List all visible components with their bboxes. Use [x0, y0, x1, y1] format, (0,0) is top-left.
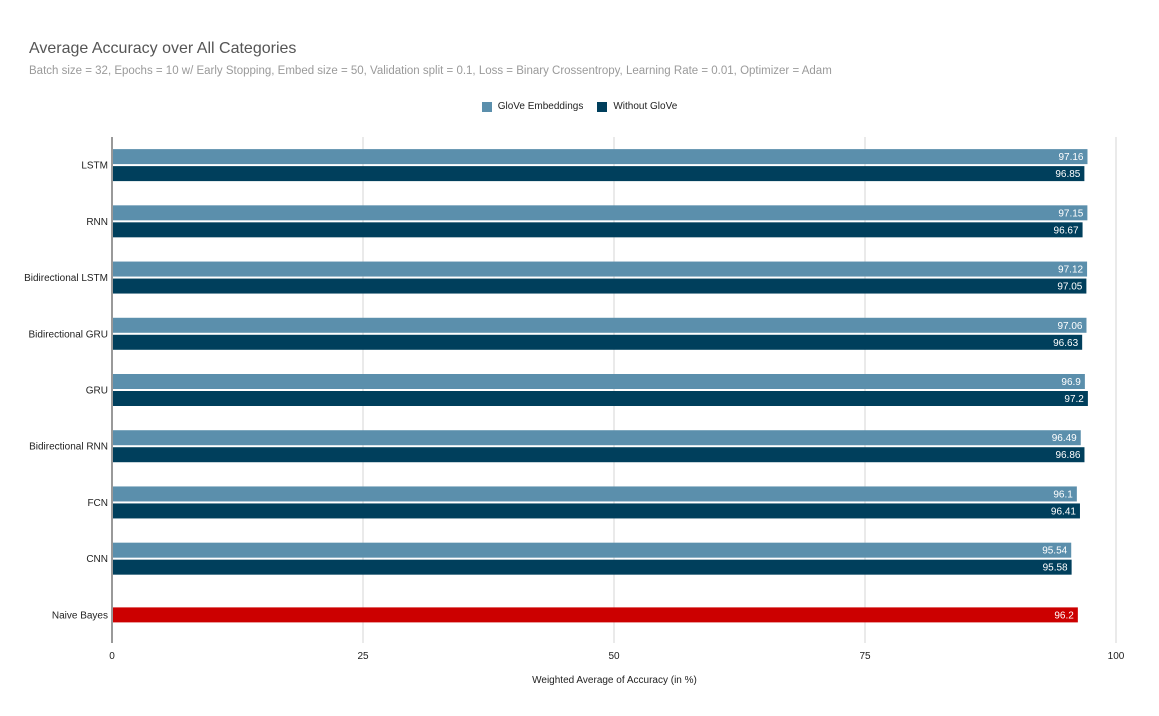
y-tick-label-bidirectional-rnn: Bidirectional RNN	[29, 442, 108, 453]
legend-label-without-glove: Without GloVe	[613, 101, 678, 112]
data-label-rnn-glove-embeddings: 97.15	[1058, 208, 1083, 219]
bar-bidirectional-lstm-without-glove	[113, 278, 1087, 294]
data-label-rnn-without-glove: 96.67	[1054, 225, 1079, 236]
bar-lstm-without-glove	[113, 166, 1085, 182]
y-tick-label-naive-bayes: Naive Bayes	[52, 610, 108, 621]
bar-rnn-glove-embeddings	[113, 205, 1088, 221]
y-tick-label-cnn: CNN	[86, 554, 108, 565]
data-label-fcn-without-glove: 96.41	[1051, 506, 1076, 517]
x-tick-label-25: 25	[357, 651, 369, 662]
data-label-gru-without-glove: 97.2	[1064, 394, 1084, 405]
bar-gru-glove-embeddings	[113, 374, 1085, 389]
legend-item-glove[interactable]: GloVe Embeddings	[481, 101, 584, 112]
data-label-bidirectional-gru-without-glove: 96.63	[1053, 338, 1078, 349]
bar-naive-bayes	[113, 607, 1078, 623]
data-label-naive-bayes: 96.2	[1054, 610, 1074, 621]
y-tick-label-rnn: RNN	[86, 217, 108, 228]
y-tick-label-gru: GRU	[86, 386, 108, 397]
legend-swatch-without-glove	[597, 101, 608, 112]
data-label-cnn-glove-embeddings: 95.54	[1042, 546, 1067, 557]
y-tick-label-fcn: FCN	[87, 498, 108, 509]
data-label-bidirectional-rnn-glove-embeddings: 96.49	[1052, 433, 1077, 444]
bar-gru-without-glove	[113, 391, 1088, 406]
data-label-lstm-glove-embeddings: 97.16	[1058, 152, 1083, 163]
data-label-bidirectional-lstm-without-glove: 97.05	[1057, 282, 1082, 293]
bar-fcn-glove-embeddings	[113, 486, 1077, 502]
y-tick-label-bidirectional-gru: Bidirectional GRU	[29, 329, 108, 340]
x-axis-label: Weighted Average of Accuracy (in %)	[532, 675, 697, 686]
bar-fcn-without-glove	[113, 503, 1080, 519]
x-tick-label-100: 100	[1108, 651, 1125, 662]
data-label-lstm-without-glove: 96.85	[1055, 169, 1080, 180]
data-label-bidirectional-gru-glove-embeddings: 97.06	[1057, 321, 1082, 332]
legend: GloVe Embeddings Without GloVe	[0, 101, 1159, 112]
bar-bidirectional-rnn-glove-embeddings	[113, 430, 1081, 446]
x-tick-label-50: 50	[608, 651, 620, 662]
data-label-bidirectional-lstm-glove-embeddings: 97.12	[1058, 265, 1083, 276]
x-tick-label-75: 75	[859, 651, 871, 662]
data-label-bidirectional-rnn-without-glove: 96.86	[1055, 450, 1080, 461]
bar-bidirectional-gru-without-glove	[113, 334, 1083, 350]
bar-lstm-glove-embeddings	[113, 149, 1088, 165]
chart-subtitle: Batch size = 32, Epochs = 10 w/ Early St…	[29, 65, 832, 77]
data-label-fcn-glove-embeddings: 96.1	[1053, 489, 1073, 500]
y-tick-label-bidirectional-lstm: Bidirectional LSTM	[24, 273, 108, 284]
x-tick-label-0: 0	[109, 651, 115, 662]
bar-rnn-without-glove	[113, 222, 1083, 238]
legend-swatch-glove	[481, 101, 492, 112]
data-label-cnn-without-glove: 95.58	[1043, 563, 1068, 574]
bar-cnn-glove-embeddings	[113, 542, 1072, 558]
legend-label-glove: GloVe Embeddings	[497, 101, 584, 112]
chart-title: Average Accuracy over All Categories	[29, 40, 297, 57]
legend-item-without-glove[interactable]: Without GloVe	[597, 101, 677, 112]
bar-bidirectional-rnn-without-glove	[113, 447, 1085, 463]
bar-bidirectional-lstm-glove-embeddings	[113, 261, 1088, 277]
bar-cnn-without-glove	[113, 559, 1072, 575]
bar-bidirectional-gru-glove-embeddings	[113, 317, 1087, 333]
data-label-gru-glove-embeddings: 96.9	[1061, 377, 1081, 388]
y-tick-label-lstm: LSTM	[81, 161, 108, 172]
